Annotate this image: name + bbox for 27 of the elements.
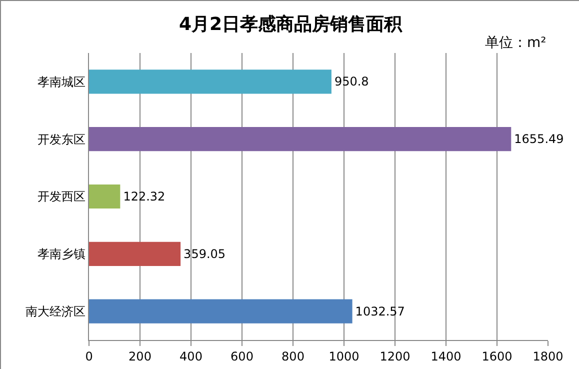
bar bbox=[89, 184, 120, 209]
data-label: 950.8 bbox=[334, 74, 369, 89]
data-label: 1032.57 bbox=[355, 304, 405, 318]
y-tick-label: 孝南乡镇 bbox=[38, 247, 86, 262]
y-tick-label: 孝南城区 bbox=[38, 74, 86, 89]
y-tick-label: 开发西区 bbox=[38, 190, 86, 204]
data-label: 1655.49 bbox=[514, 132, 564, 146]
x-tick-label: 1800 bbox=[532, 349, 564, 364]
chart-title: 4月2日孝感商品房销售面积 bbox=[178, 14, 404, 36]
bar bbox=[89, 299, 352, 324]
data-label: 122.32 bbox=[123, 190, 166, 204]
x-tick-label: 1000 bbox=[328, 349, 360, 364]
bar bbox=[89, 242, 181, 266]
x-tick-label: 400 bbox=[180, 349, 202, 364]
x-tick-label: 800 bbox=[282, 349, 304, 364]
data-label: 359.05 bbox=[184, 246, 226, 261]
x-tick-label: 200 bbox=[128, 349, 152, 364]
bar bbox=[89, 70, 332, 94]
x-tick-label: 0 bbox=[85, 349, 93, 364]
text: 单位：m² bbox=[485, 35, 546, 51]
x-tick-label: 1600 bbox=[482, 349, 512, 364]
x-tick-label: 1400 bbox=[430, 349, 462, 364]
x-tick-label: 600 bbox=[230, 349, 254, 364]
y-tick-label: 南大经济区 bbox=[26, 304, 86, 318]
bar bbox=[89, 127, 512, 152]
x-tick-label: 1200 bbox=[380, 349, 410, 364]
y-tick-label: 开发东区 bbox=[38, 132, 86, 146]
